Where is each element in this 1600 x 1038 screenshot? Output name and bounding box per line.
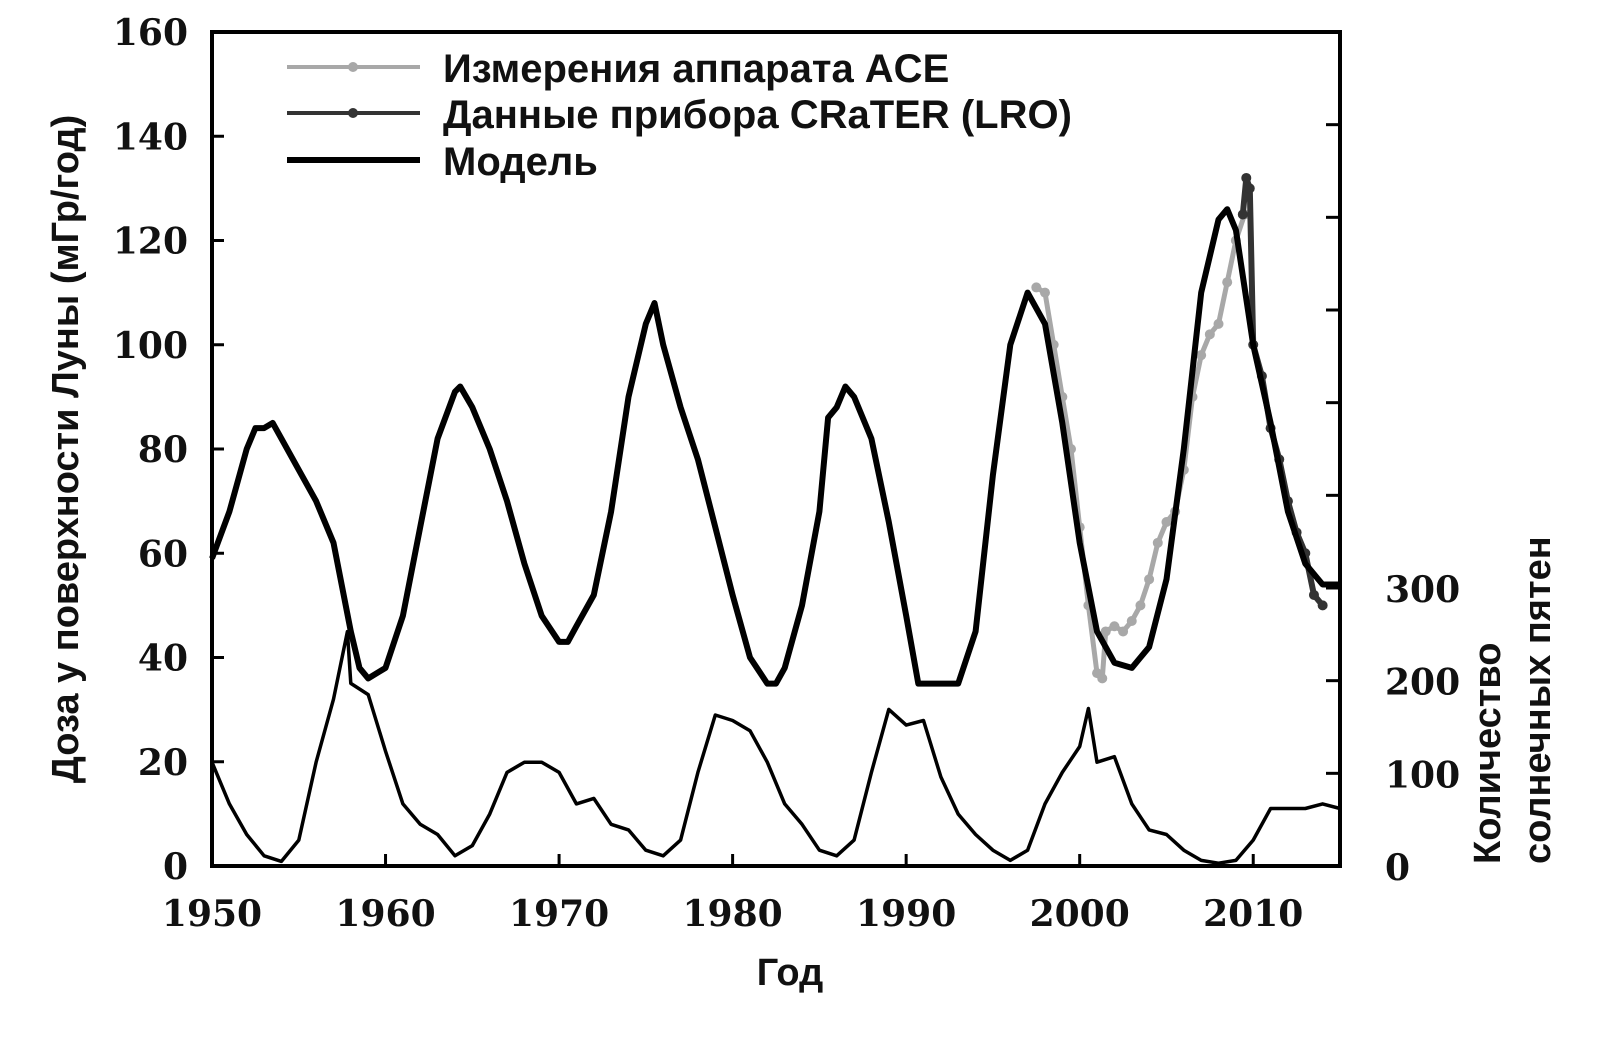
- y-tick-label: 20: [138, 742, 188, 784]
- series-ace-point: [1135, 600, 1146, 611]
- y2-tick-label: 100: [1385, 754, 1460, 796]
- y2-tick-label: 200: [1385, 662, 1460, 704]
- y2-tick-label: 300: [1385, 569, 1460, 611]
- y-tick-label: 140: [113, 116, 188, 158]
- series-ace-point: [1039, 287, 1050, 298]
- series-crater-point: [1237, 209, 1248, 220]
- y2-axis-title-line2: солнечных пятен: [1517, 536, 1559, 864]
- x-tick-label: 1960: [335, 893, 435, 935]
- series-model-line: [209, 206, 1340, 687]
- series-crater-point: [1244, 183, 1255, 194]
- series-sunspots-line: [210, 629, 1341, 865]
- x-tick-label: 2010: [1203, 893, 1303, 935]
- series-ace-point: [1126, 616, 1137, 627]
- y-axis-title: Доза у поверхности Луны (мГр/год): [45, 115, 87, 784]
- series-ace-point: [1100, 626, 1111, 637]
- series-crater-point: [1308, 589, 1319, 600]
- x-tick-label: 1980: [683, 893, 783, 935]
- series-ace-point: [1144, 574, 1155, 585]
- y-tick-label: 60: [138, 533, 188, 575]
- y-tick-label: 80: [138, 429, 188, 471]
- x-tick-label: 1990: [856, 893, 956, 935]
- series-ace-point: [1031, 282, 1042, 293]
- series-ace-point: [1118, 626, 1129, 637]
- series-crater-point: [1317, 600, 1328, 611]
- y-tick-label: 0: [163, 846, 188, 888]
- x-tick-label: 2000: [1030, 893, 1130, 935]
- series-ace-point: [1204, 329, 1215, 340]
- y-tick-label: 160: [113, 12, 188, 54]
- series-ace-point: [1097, 673, 1108, 684]
- x-axis-title: Год: [757, 952, 823, 994]
- legend-marker-crater: [348, 108, 358, 118]
- series-ace-point: [1152, 537, 1163, 548]
- x-tick-label: 1950: [162, 893, 262, 935]
- series-crater-point: [1241, 172, 1252, 183]
- y2-tick-label: 0: [1385, 847, 1410, 889]
- legend: Измерения аппарата ACE Данные прибора CR…: [287, 47, 1072, 184]
- legend-label-model: Модель: [443, 140, 598, 184]
- y2-axis-title-line1: Количество: [1467, 643, 1509, 864]
- y-tick-label: 40: [138, 638, 188, 680]
- legend-label-ace: Измерения аппарата ACE: [443, 47, 949, 91]
- series-ace-point: [1213, 318, 1224, 329]
- y-tick-label: 100: [113, 325, 188, 367]
- series-ace-point: [1196, 350, 1207, 361]
- y-tick-label: 120: [113, 221, 188, 263]
- series-ace-point: [1161, 516, 1172, 527]
- series-crater-line: [1239, 175, 1325, 608]
- x-tick-label: 1970: [509, 893, 609, 935]
- series-ace-point: [1222, 277, 1233, 288]
- legend-label-crater: Данные прибора CRaTER (LRO): [443, 93, 1072, 137]
- legend-marker-ace: [348, 62, 358, 72]
- series-ace-point: [1109, 621, 1120, 632]
